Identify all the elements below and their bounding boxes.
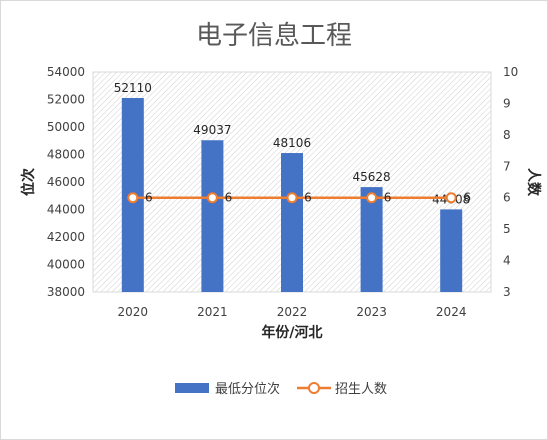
- legend-line-label: 招生人数: [335, 382, 387, 397]
- legend-bar-label: 最低分位次: [215, 381, 280, 397]
- y-right-tick-9: 9: [503, 96, 511, 110]
- y-left-tick-54000: 54000: [47, 65, 85, 79]
- bar-2022: [281, 153, 303, 292]
- line-point-2022: [286, 192, 298, 204]
- y-right-tick-4: 4: [503, 254, 511, 268]
- y-right-tick-10: 10: [503, 65, 518, 79]
- y-axis-right-title: 人数: [525, 168, 542, 197]
- bar-data-label-2023: 45628: [353, 170, 391, 184]
- line-data-label-2022: 6: [304, 191, 312, 205]
- y-left-tick-38000: 38000: [47, 285, 85, 299]
- y-left-tick-52000: 52000: [47, 93, 85, 107]
- y-left-tick-48000: 48000: [47, 148, 85, 162]
- line-data-label-2024: 6: [463, 191, 471, 205]
- line-data-label-2021: 6: [225, 191, 233, 205]
- bar-2024: [440, 209, 463, 292]
- y-left-tick-50000: 50000: [47, 120, 85, 134]
- y-left-tick-44000: 44000: [47, 203, 85, 217]
- line-point-2021: [206, 192, 218, 204]
- x-tick-2024: 2024: [436, 305, 467, 319]
- y-left-tick-40000: 40000: [47, 258, 85, 272]
- chart-title: 电子信息工程: [196, 21, 352, 51]
- x-tick-2023: 2023: [356, 305, 387, 319]
- line-data-label-2020: 6: [145, 191, 153, 205]
- y-left-tick-46000: 46000: [47, 175, 85, 189]
- line-point-2024: [445, 192, 457, 204]
- legend-line-marker: [308, 382, 320, 394]
- bar-2021: [201, 140, 224, 292]
- x-tick-2021: 2021: [197, 305, 228, 319]
- bar-data-label-2020: 52110: [114, 81, 152, 95]
- line-point-2020: [127, 192, 139, 204]
- y-right-tick-7: 7: [503, 159, 511, 173]
- x-tick-2020: 2020: [118, 305, 149, 319]
- y-right-tick-5: 5: [503, 222, 511, 236]
- bar-2023: [360, 187, 383, 292]
- line-point-2023: [366, 192, 378, 204]
- x-tick-2022: 2022: [277, 305, 308, 319]
- y-left-tick-42000: 42000: [47, 230, 85, 244]
- bar-data-label-2021: 49037: [193, 123, 231, 137]
- y-axis-left-title: 位次: [20, 168, 37, 196]
- y-right-tick-8: 8: [503, 128, 511, 142]
- x-axis-title: 年份/河北: [261, 324, 322, 341]
- line-data-label-2023: 6: [384, 191, 392, 205]
- legend: 最低分位次 招生人数: [175, 381, 387, 397]
- bar-data-label-2022: 48106: [273, 136, 311, 150]
- legend-bar-swatch: [175, 383, 209, 393]
- y-right-tick-6: 6: [503, 191, 511, 205]
- y-right-tick-3: 3: [503, 285, 511, 299]
